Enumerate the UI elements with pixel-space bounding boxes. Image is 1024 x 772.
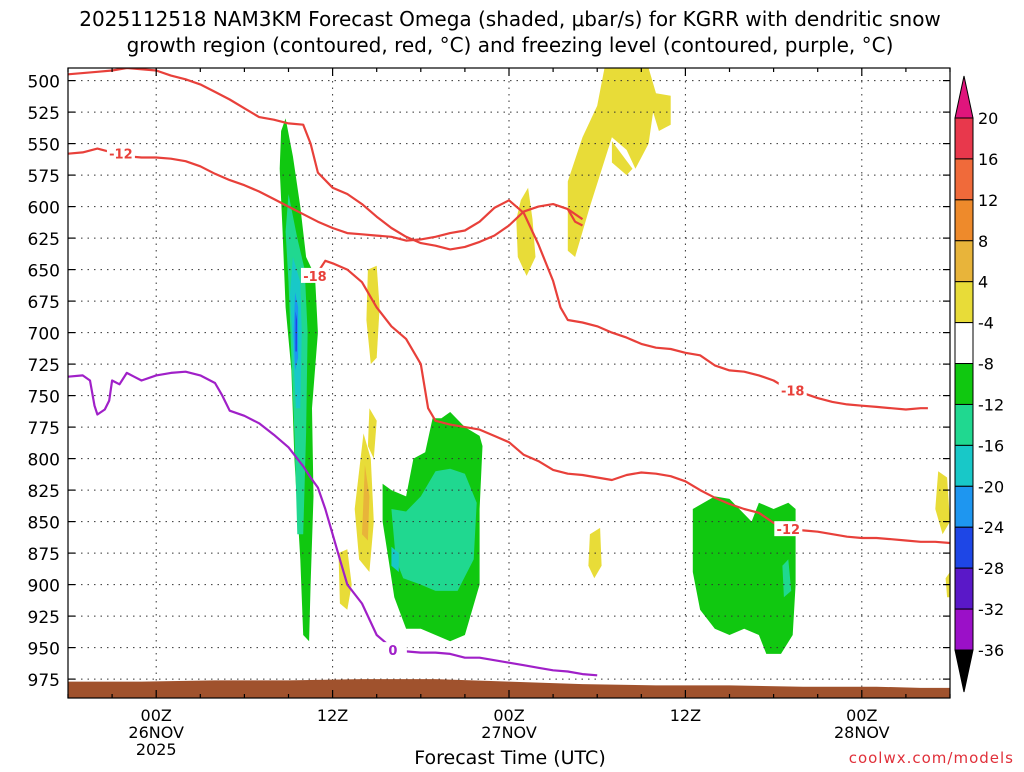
x-tick-label-6-0: 00Z xyxy=(141,706,172,725)
colorbar-label-7: -12 xyxy=(978,395,1004,414)
colorbar-segment-4 xyxy=(954,281,974,324)
colorbar-label-8: -16 xyxy=(978,436,1004,455)
y-tick-label-875: 875 xyxy=(28,545,60,565)
terrain-fill xyxy=(68,679,950,698)
x-tick-label-6-2: 2025 xyxy=(136,740,177,759)
chart-title-line1: 2025112518 NAM3KM Forecast Omega (shaded… xyxy=(79,7,941,31)
x-tick-label-54-0: 00Z xyxy=(846,706,877,725)
contour-label-3: -12 xyxy=(777,523,801,538)
contour-label-bg-1 xyxy=(300,267,329,283)
colorbar-top-triangle xyxy=(954,75,974,119)
y-tick-label-625: 625 xyxy=(28,230,60,250)
colorbar-segment-5 xyxy=(954,322,974,365)
x-tick-label-54-1: 28NOV xyxy=(834,723,890,742)
y-tick-label-900: 900 xyxy=(28,577,60,597)
omega-region-11 xyxy=(391,468,477,591)
colorbar-segment-11 xyxy=(954,567,974,610)
y-tick-label-600: 600 xyxy=(28,199,60,219)
contour-line-1 xyxy=(68,68,584,251)
colorbar: 20 16 12 8 4 -4 -8 -12 -16 -20 -24 -28 -32 -36 xyxy=(954,75,1004,693)
omega-region-6 xyxy=(366,265,380,365)
colorbar-label-6: -8 xyxy=(978,355,994,374)
omega-region-17 xyxy=(692,496,796,654)
colorbar-segment-12 xyxy=(954,608,974,651)
colorbar-bottom-triangle xyxy=(954,649,974,693)
colorbar-segment-0 xyxy=(954,117,974,160)
colorbar-segment-6 xyxy=(954,363,974,405)
contour-label-bg-0 xyxy=(106,145,135,161)
contour-label-1: -18 xyxy=(303,270,327,285)
colorbar-segment-9 xyxy=(954,485,974,528)
colorbar-label-4: 4 xyxy=(978,273,988,292)
y-tick-label-925: 925 xyxy=(28,608,60,628)
x-tick-label-42-0: 12Z xyxy=(670,706,701,725)
colorbar-label-2: 12 xyxy=(978,191,998,210)
chart-title-line2: growth region (contoured, red, °C) and f… xyxy=(127,33,894,57)
credit-text: coolwx.com/models xyxy=(849,749,1014,767)
omega-region-15 xyxy=(611,141,633,176)
contour-label-bg-2 xyxy=(778,382,807,398)
y-tick-label-575: 575 xyxy=(28,167,60,187)
colorbar-segment-1 xyxy=(954,158,974,201)
colorbar-label-3: 8 xyxy=(978,232,988,251)
x-tick-label-30-1: 27NOV xyxy=(481,723,537,742)
plot-background xyxy=(68,68,950,698)
contour-label-4: 0 xyxy=(388,644,397,659)
colorbar-label-9: -20 xyxy=(978,477,1004,496)
x-tick-label-18-0: 12Z xyxy=(317,706,348,725)
x-tick-label-30-0: 00Z xyxy=(493,706,524,725)
omega-region-18 xyxy=(782,559,792,598)
colorbar-label-0: 20 xyxy=(978,109,998,128)
colorbar-label-11: -28 xyxy=(978,559,1004,578)
omega-region-7 xyxy=(367,408,377,459)
omega-region-4 xyxy=(295,311,297,352)
terrain-layer xyxy=(68,679,950,698)
contour-label-2: -18 xyxy=(781,385,805,400)
colorbar-label-13: -36 xyxy=(978,641,1004,660)
colorbar-segment-7 xyxy=(954,403,974,446)
x-tick-label-6-1: 26NOV xyxy=(128,723,184,742)
plot-area: -12 -18 -18 -12 0 xyxy=(68,68,950,698)
y-tick-label-725: 725 xyxy=(28,356,60,376)
x-axis-label: Forecast Time (UTC) xyxy=(414,747,605,768)
y-tick-label-500: 500 xyxy=(28,73,60,93)
y-tick-label-775: 775 xyxy=(28,419,60,439)
y-tick-label-700: 700 xyxy=(28,325,60,345)
y-axis: 500 525 550 575 600 625 650 675 700 725 750 775 800 8… xyxy=(28,73,950,691)
y-tick-label-550: 550 xyxy=(28,136,60,156)
y-tick-label-825: 825 xyxy=(28,482,60,502)
colorbar-segment-10 xyxy=(954,526,974,569)
contour-label-bg-3 xyxy=(774,521,803,537)
contour-layer: -12 -18 -18 -12 0 xyxy=(68,68,950,677)
contour-label-bg-4 xyxy=(378,642,407,658)
colorbar-label-5: -4 xyxy=(978,314,994,333)
colorbar-label-1: 16 xyxy=(978,150,998,169)
contour-line-4 xyxy=(68,370,598,677)
colorbar-label-10: -24 xyxy=(978,518,1004,537)
y-tick-label-850: 850 xyxy=(28,514,60,534)
colorbar-label-12: -32 xyxy=(978,600,1004,619)
y-tick-label-950: 950 xyxy=(28,640,60,660)
omega-region-14 xyxy=(567,68,671,257)
colorbar-segment-8 xyxy=(954,444,974,487)
omega-shading-layer xyxy=(279,68,950,654)
y-tick-label-650: 650 xyxy=(28,262,60,282)
contour-line-3 xyxy=(302,259,950,545)
omega-region-19 xyxy=(935,471,950,535)
colorbar-segment-3 xyxy=(954,240,974,283)
colorbar-segment-2 xyxy=(954,199,974,242)
y-tick-label-800: 800 xyxy=(28,451,60,471)
y-tick-label-750: 750 xyxy=(28,388,60,408)
y-tick-label-675: 675 xyxy=(28,293,60,313)
y-tick-label-975: 975 xyxy=(28,671,60,691)
contour-label-0: -12 xyxy=(109,148,133,163)
contour-line-2 xyxy=(566,208,584,227)
y-tick-label-525: 525 xyxy=(28,104,60,124)
